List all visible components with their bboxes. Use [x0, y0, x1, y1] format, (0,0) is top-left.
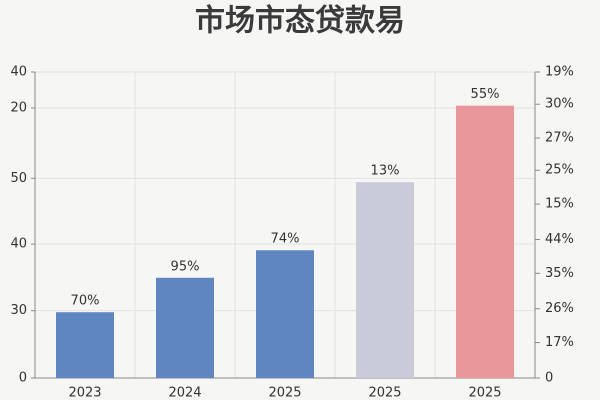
- x-tick-label: 2024: [168, 386, 201, 400]
- bar: [256, 250, 314, 378]
- x-tick-label: 2025: [468, 386, 501, 400]
- y2-tick-label: 35%: [545, 266, 574, 281]
- bar-label: 70%: [71, 294, 100, 309]
- y-tick-label: 30: [10, 303, 27, 318]
- y-tick-label: 40: [10, 237, 27, 252]
- bar-label: 13%: [371, 164, 400, 179]
- y2-tick-label: 26%: [545, 301, 574, 316]
- y-tick-label: 40: [10, 65, 27, 80]
- y2-tick-label: 17%: [545, 335, 574, 350]
- y2-tick-label: 25%: [545, 163, 574, 178]
- y-tick-label: 0: [19, 371, 27, 386]
- bar: [456, 105, 514, 378]
- y2-tick-label: 19%: [545, 65, 574, 80]
- bar: [156, 277, 214, 378]
- y-tick-label: 20: [10, 100, 27, 115]
- bar-label: 55%: [471, 87, 500, 102]
- y2-tick-label: 15%: [545, 197, 574, 212]
- y2-tick-label: 30%: [545, 97, 574, 112]
- bar: [56, 312, 114, 378]
- y2-tick-label: 0: [545, 371, 553, 386]
- chart-title: 市场市态贷款易: [195, 4, 405, 39]
- bar-label: 74%: [271, 232, 300, 247]
- y2-tick-label: 27%: [545, 131, 574, 146]
- y2-tick-label: 44%: [545, 232, 574, 247]
- y-tick-label: 50: [10, 171, 27, 186]
- bar-label: 95%: [171, 259, 200, 274]
- x-tick-label: 2025: [368, 386, 401, 400]
- x-tick-label: 2025: [268, 386, 301, 400]
- bar: [356, 182, 414, 378]
- x-tick-label: 2023: [68, 386, 101, 400]
